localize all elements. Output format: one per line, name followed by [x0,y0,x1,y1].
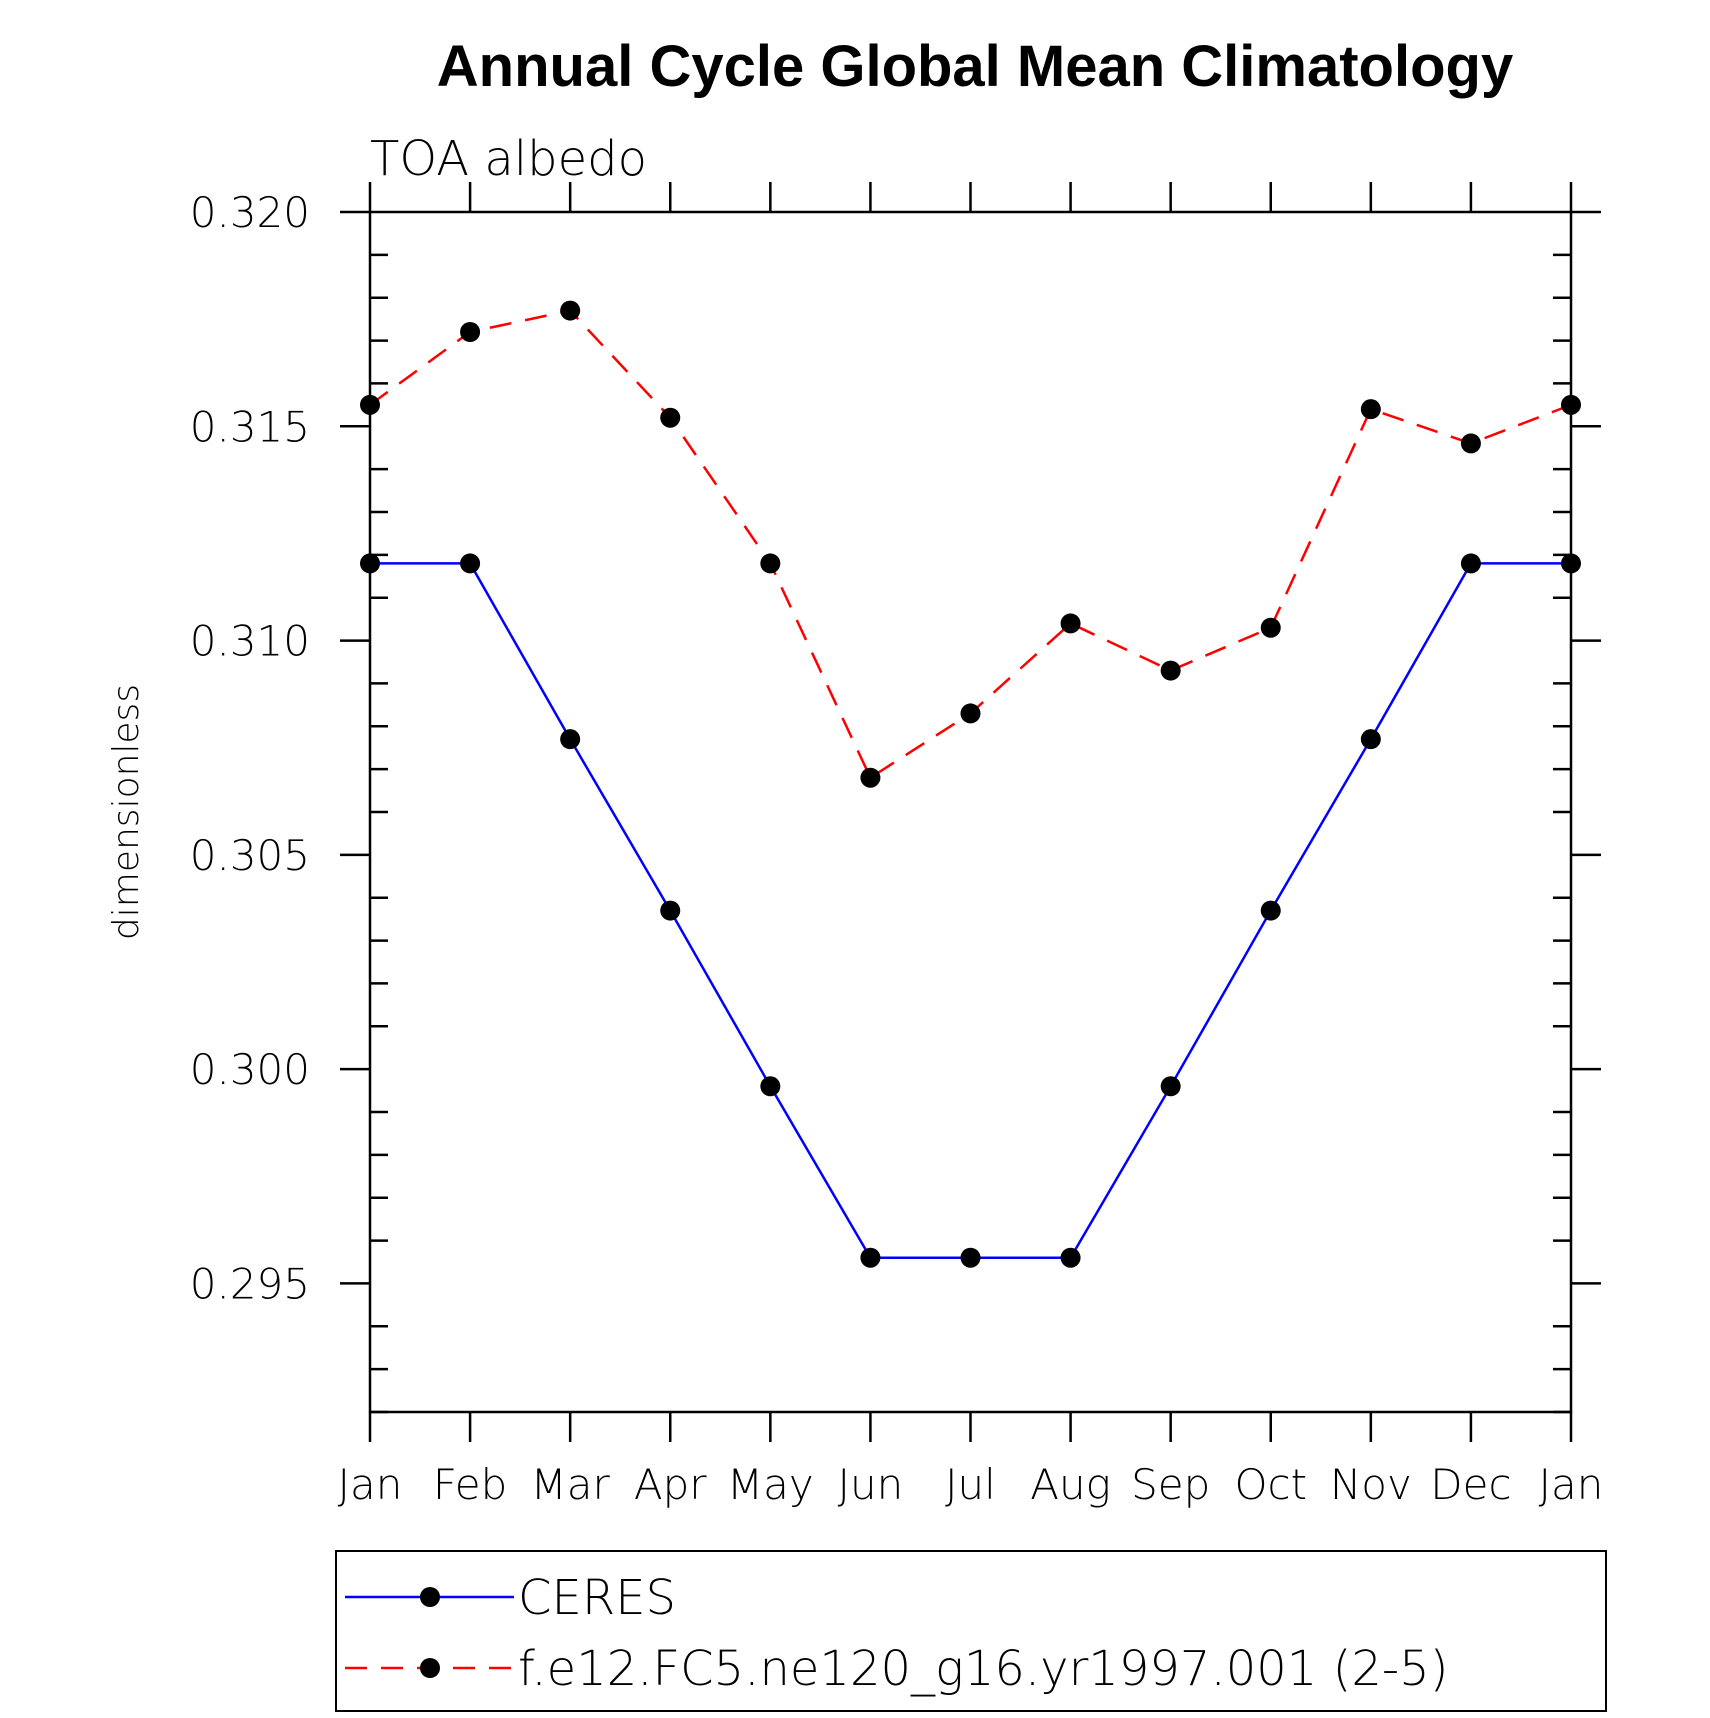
series-0-point [1260,900,1281,921]
series-0-point [760,1076,781,1097]
x-tick-label: Mar [531,1460,611,1509]
series-0-point [660,900,681,921]
legend: CERES f.e12.FC5.ne120_g16.yr1997.001 (2-… [335,1550,1607,1712]
x-tick-label: Jan [1539,1460,1604,1509]
series-1-point [660,407,681,428]
series-group [360,300,1581,1268]
legend-label-model: f.e12.FC5.ne120_g16.yr1997.001 (2-5) [518,1641,1448,1697]
series-1-point [1460,433,1481,454]
series-1-point [360,394,380,415]
series-line-0 [370,562,1571,1259]
series-1-point [560,300,581,321]
y-tick-label: 0.310 [190,617,310,666]
series-1-point [860,767,881,788]
x-tick-label: Jul [945,1460,996,1509]
y-tick-label: 0.295 [190,1259,310,1308]
x-tick-label: Feb [433,1460,507,1509]
series-0-point [1060,1247,1081,1268]
legend-box [335,1550,1607,1712]
series-0-point [860,1247,881,1268]
y-axis-label: dimensionless [106,684,147,940]
series-0-point [460,553,481,574]
x-tick-label: Apr [634,1460,707,1509]
series-0-point [360,553,380,574]
y-tick-label: 0.320 [190,188,310,237]
plot-frame [368,210,1573,1414]
series-1-point [1561,394,1581,415]
y-tick-label: 0.300 [190,1045,310,1094]
y-tick-label: 0.315 [190,402,310,451]
series-0-point [960,1247,981,1268]
x-tick-label: Oct [1234,1460,1307,1509]
series-1-point [1160,660,1181,681]
series-1-point [460,322,481,342]
series-0-point [1561,553,1581,574]
legend-label-ceres: CERES [518,1570,676,1626]
series-1-point [1360,399,1381,420]
x-tick-label: Jan [338,1460,403,1509]
x-tick-label: Aug [1030,1460,1111,1509]
series-0-point [1460,553,1481,574]
x-tick-label: Nov [1330,1460,1412,1509]
series-1-point [1060,613,1081,634]
series-1-point [1260,617,1281,638]
chart-subtitle: TOA albedo [370,131,647,187]
x-tick-label: Sep [1131,1460,1210,1509]
legend-marker-ceres [420,1587,440,1607]
series-1-point [960,703,981,724]
series-1-point [760,553,781,574]
x-tick-label: May [727,1460,814,1509]
x-tick-label: Jun [838,1460,904,1509]
series-0-point [1360,729,1381,750]
chart-title: Annual Cycle Global Mean Climatology [437,34,1513,99]
legend-marker-model [420,1658,440,1678]
series-0-point [1160,1076,1181,1097]
plot-area: Jan Feb Mar Apr May Jun Jul Aug Sep Oct Nov Dec Jan 0… [190,182,1604,1509]
x-tick-label: Dec [1430,1460,1511,1509]
series-0-point [560,729,581,750]
y-tick-label: 0.305 [190,831,310,880]
